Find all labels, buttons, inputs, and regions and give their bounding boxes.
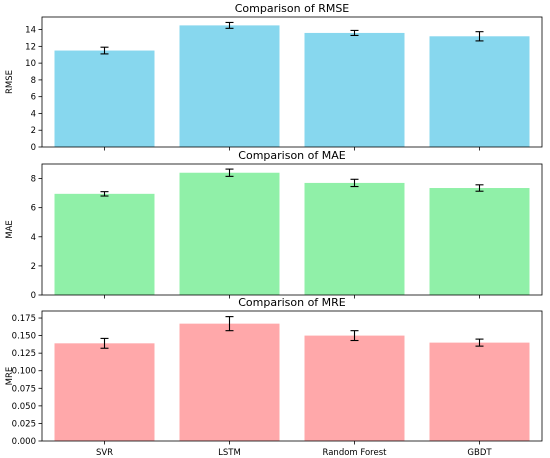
error-bar — [100, 46, 109, 55]
bar-gbdt — [429, 342, 530, 441]
y-tick-label: 4 — [31, 233, 36, 243]
error-bar — [350, 29, 359, 37]
error-bar — [225, 21, 234, 29]
bar-random-forest — [304, 32, 405, 147]
y-tick-label: 0.025 — [12, 419, 36, 429]
chart-title: Comparison of MRE — [238, 296, 346, 309]
chart-panel-mre: Comparison of MRE MRE SVR LSTM Random Forest… — [5, 296, 543, 458]
error-bar — [225, 168, 234, 177]
bar-random-forest — [304, 335, 405, 441]
bar-random-forest — [304, 182, 405, 295]
x-tick-label: SVR — [96, 448, 113, 458]
x-tick-label: LSTM — [218, 448, 241, 458]
y-tick-label: 0 — [31, 291, 36, 301]
chart-title: Comparison of RMSE — [235, 2, 350, 15]
y-tick-label: 0.150 — [12, 332, 36, 342]
bar-lstm — [179, 172, 280, 295]
error-bar — [475, 31, 484, 42]
bar-svr — [54, 343, 155, 441]
y-tick-label: 0.000 — [12, 437, 36, 447]
y-tick-label: 6 — [31, 204, 36, 214]
y-tick-label: 0.100 — [12, 367, 36, 377]
chart-panel-rmse: Comparison of RMSE RMSE 0 2 4 6 8 10 12 14 — [5, 2, 543, 153]
y-tick-label: 2 — [31, 126, 36, 136]
error-bar — [225, 316, 234, 332]
y-tick-label: 12 — [25, 42, 36, 52]
y-tick-label: 0 — [31, 143, 36, 153]
y-tick-label: 6 — [31, 93, 36, 103]
error-bar — [100, 337, 109, 349]
y-tick-label: 0.050 — [12, 402, 36, 412]
plot-frame — [41, 310, 543, 442]
error-bar — [350, 330, 359, 342]
error-bar — [475, 338, 484, 347]
chart-title: Comparison of MAE — [238, 149, 345, 162]
y-axis-label: MRE — [5, 367, 15, 386]
y-tick-label: 4 — [31, 109, 36, 119]
y-axis-label: MAE — [5, 220, 15, 239]
y-tick-label: 2 — [31, 262, 36, 272]
x-tick-label: GBDT — [467, 448, 492, 458]
y-tick-label: 0.125 — [12, 349, 36, 359]
bar-svr — [54, 50, 155, 147]
plot-frame — [41, 16, 543, 148]
x-tick-label: Random Forest — [323, 448, 388, 458]
error-bar — [350, 178, 359, 188]
plot-frame — [41, 163, 543, 296]
y-axis-label: RMSE — [5, 70, 15, 94]
bar-lstm — [179, 323, 280, 441]
y-tick-label: 8 — [31, 76, 36, 86]
y-tick-label: 14 — [25, 26, 36, 36]
chart-panel-mae: Comparison of MAE MAE 0 2 4 6 8 — [5, 149, 543, 301]
y-tick-label: 0.175 — [12, 314, 36, 324]
y-tick-label: 10 — [25, 59, 36, 69]
bar-lstm — [179, 25, 280, 147]
y-tick-label: 8 — [31, 175, 36, 185]
error-bar — [475, 184, 484, 192]
bar-svr — [54, 193, 155, 295]
bar-gbdt — [429, 36, 530, 147]
error-bar — [100, 191, 109, 197]
y-tick-label: 0.075 — [12, 384, 36, 394]
bar-gbdt — [429, 188, 530, 295]
